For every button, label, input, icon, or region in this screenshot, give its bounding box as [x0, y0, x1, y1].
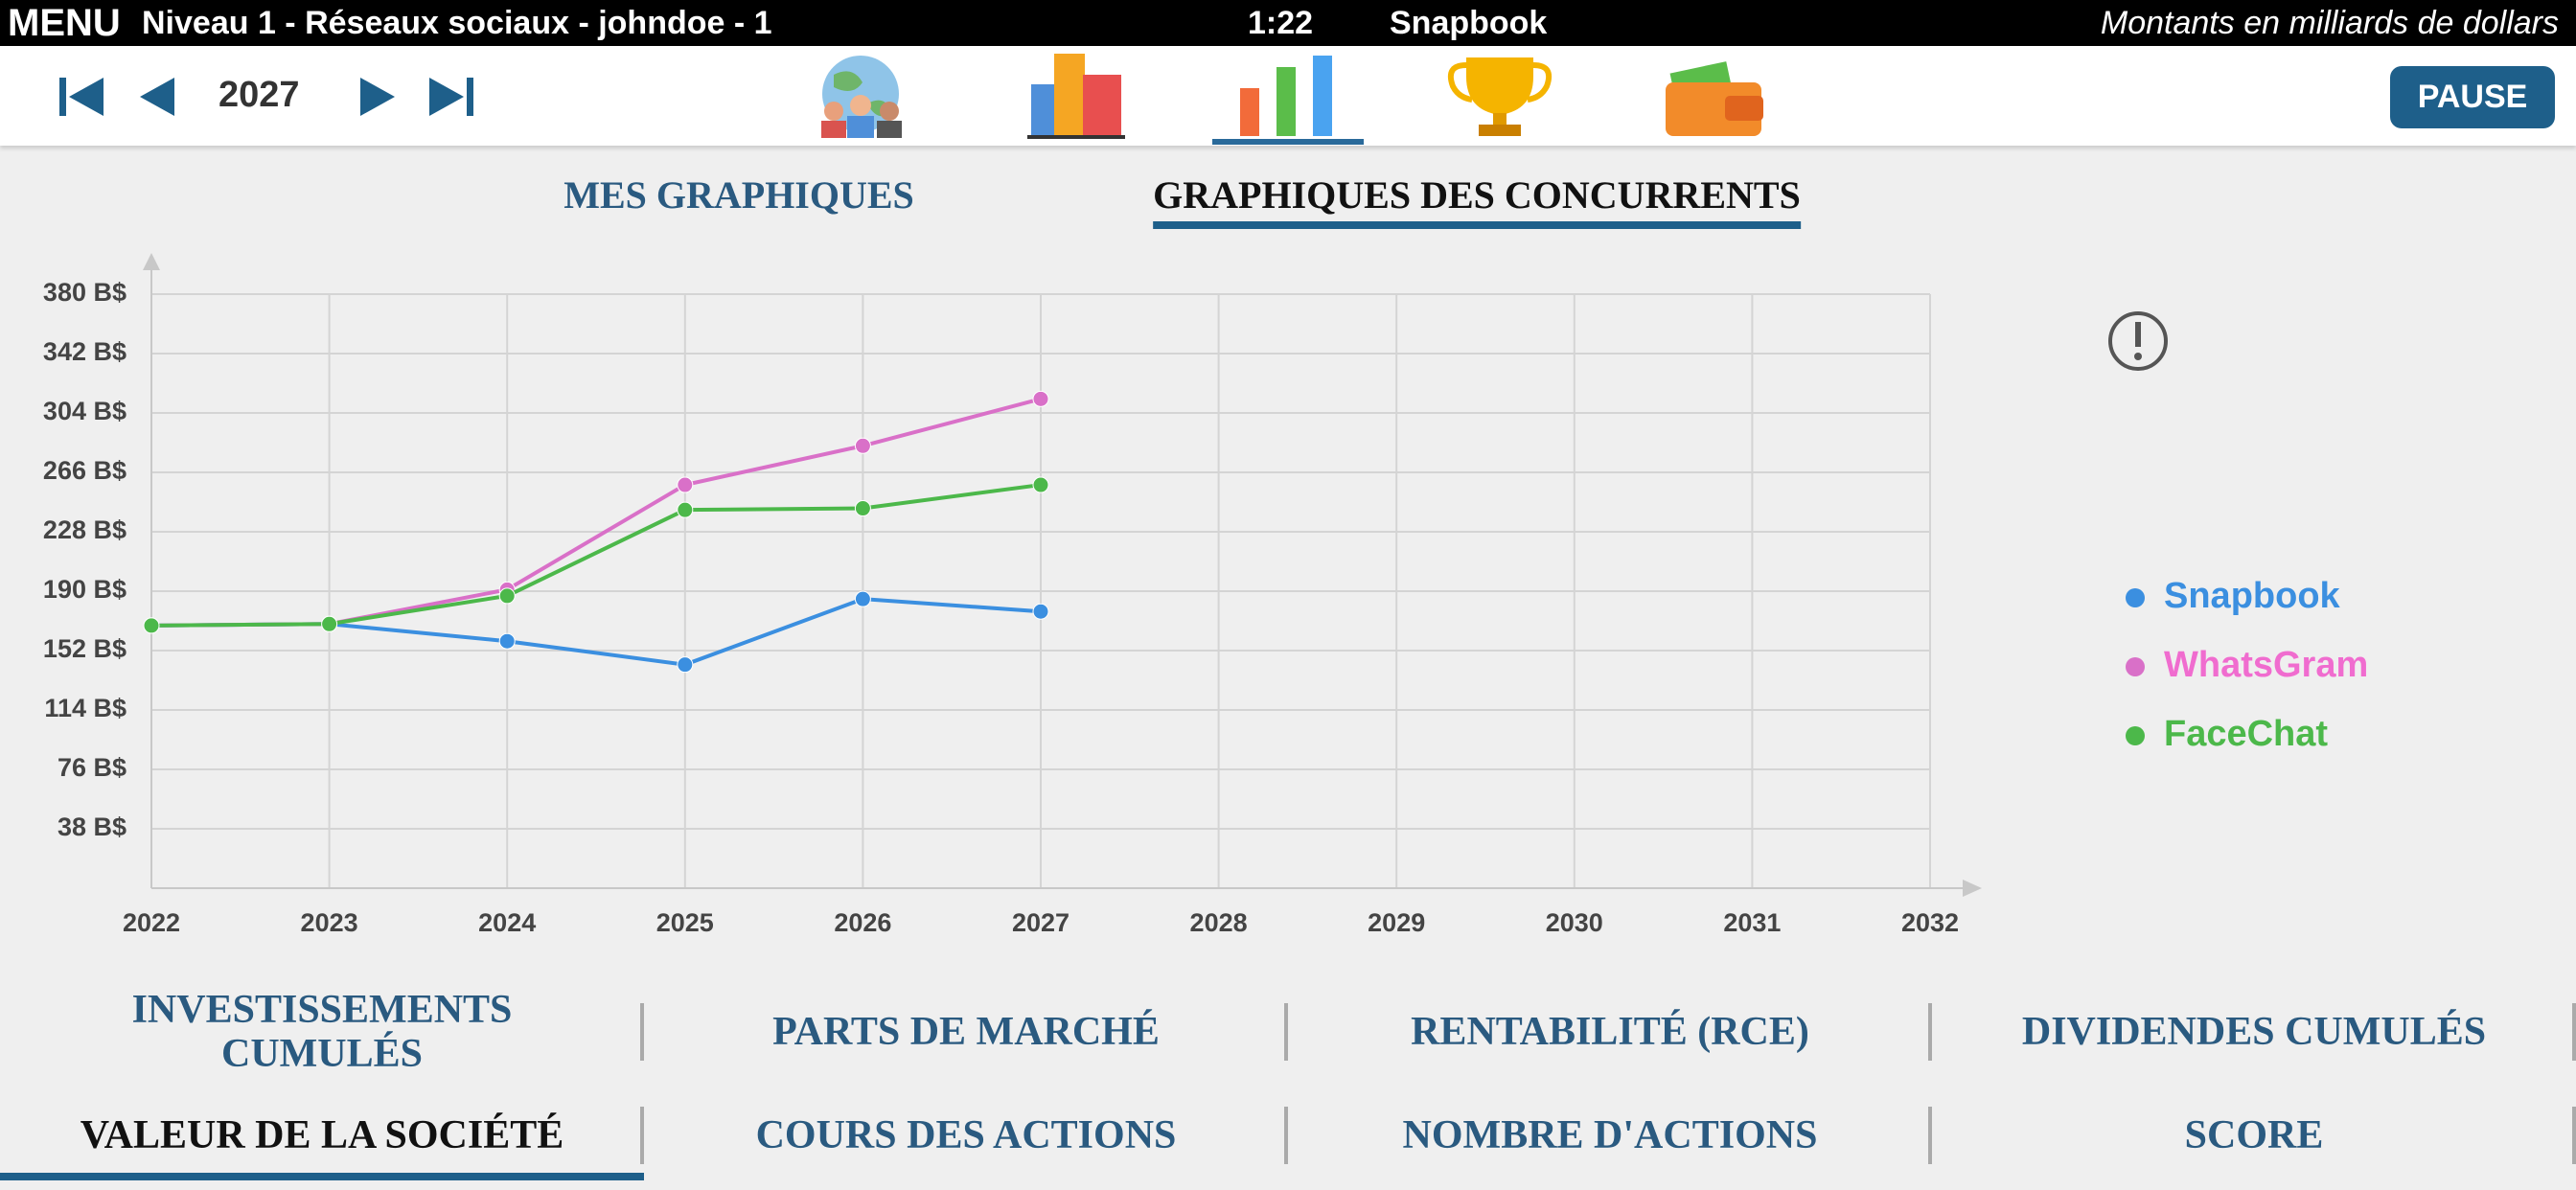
toolbar: 2027 PAUSE — [0, 46, 2576, 146]
chart: 38 B$ 76 B$ 114 B$ 152 B$ 190 B$ 228 B$ 266 B$… — [43, 253, 2368, 937]
warning-icon[interactable] — [2108, 311, 2168, 371]
timer: 1:22 — [1248, 5, 1314, 41]
legend-label: Snapbook — [2164, 576, 2341, 616]
x-tick-label: 2022 — [123, 908, 180, 937]
last-button[interactable] — [429, 78, 464, 116]
data-point — [854, 437, 871, 454]
nav-button[interactable]: RENTABILITÉ (RCE) — [1411, 1010, 1809, 1054]
legend-label: WhatsGram — [2164, 645, 2368, 685]
y-tick-label: 38 B$ — [58, 812, 126, 841]
nav-button[interactable]: NOMBRE D'ACTIONS — [1402, 1113, 1818, 1157]
separator — [640, 1107, 644, 1164]
active-underline — [0, 1173, 644, 1180]
data-point — [854, 590, 871, 607]
tab[interactable]: GRAPHIQUES DES CONCURRENTS — [1153, 172, 1801, 229]
y-tick-label: 228 B$ — [43, 515, 126, 544]
x-tick-label: 2030 — [1546, 908, 1603, 937]
legend-marker — [2126, 588, 2145, 607]
level-label: Niveau 1 - Réseaux sociaux - johndoe - 1 — [142, 5, 772, 41]
legend-marker — [2126, 726, 2145, 745]
y-tick-label: 342 B$ — [43, 337, 126, 366]
next-button[interactable] — [360, 78, 395, 116]
legend-marker — [2126, 657, 2145, 676]
first-button[interactable] — [59, 78, 66, 116]
x-tick-label: 2026 — [834, 908, 891, 937]
x-axis-arrow — [1963, 880, 1982, 897]
nav-button[interactable]: COURS DES ACTIONS — [755, 1113, 1177, 1157]
menu-button[interactable]: MENU — [8, 2, 121, 44]
y-tick-label: 380 B$ — [43, 278, 126, 307]
data-point — [143, 617, 160, 634]
data-point — [854, 500, 871, 517]
world-icon[interactable] — [821, 56, 902, 138]
data-point — [321, 615, 338, 632]
nav-button[interactable]: PARTS DE MARCHÉ — [772, 1010, 1160, 1054]
company-name: Snapbook — [1390, 5, 1548, 41]
nav-button[interactable]: INVESTISSEMENTS CUMULÉS — [131, 988, 513, 1076]
separator — [1284, 1003, 1288, 1061]
series-line — [150, 483, 1042, 628]
separator — [2572, 1107, 2576, 1164]
separator — [2572, 1003, 2576, 1061]
x-tick-label: 2031 — [1723, 908, 1781, 937]
y-tick-label: 114 B$ — [44, 694, 126, 722]
x-tick-label: 2027 — [1012, 908, 1070, 937]
y-tick-label: 76 B$ — [58, 753, 126, 782]
x-tick-label: 2028 — [1190, 908, 1248, 937]
data-point — [498, 632, 516, 650]
units-note: Montants en milliards de dollars — [2100, 5, 2559, 41]
x-tick-label: 2023 — [301, 908, 358, 937]
year-label: 2027 — [218, 75, 300, 115]
company-icon[interactable] — [1027, 54, 1125, 139]
data-point — [1032, 390, 1049, 407]
data-point — [677, 656, 694, 674]
separator — [640, 1003, 644, 1061]
y-tick-label: 266 B$ — [43, 456, 126, 485]
separator — [1928, 1107, 1932, 1164]
y-tick-label: 304 B$ — [43, 397, 126, 425]
charts-icon[interactable] — [1212, 56, 1364, 145]
data-point — [1032, 603, 1049, 620]
x-tick-label: 2032 — [1901, 908, 1959, 937]
wallet-icon[interactable] — [1666, 61, 1763, 136]
toolbar-icons — [59, 54, 1763, 145]
x-tick-label: 2029 — [1368, 908, 1425, 937]
nav-button[interactable]: DIVIDENDES CUMULÉS — [2021, 1010, 2487, 1054]
top-bar: MENU Niveau 1 - Réseaux sociaux - johndo… — [0, 0, 2576, 46]
nav-button[interactable]: SCORE — [2184, 1113, 2324, 1157]
prev-button[interactable] — [140, 78, 174, 116]
tab[interactable]: MES GRAPHIQUES — [564, 173, 914, 217]
data-point — [1032, 476, 1049, 493]
separator — [1928, 1003, 1932, 1061]
pause-button[interactable]: PAUSE — [2390, 66, 2555, 128]
y-tick-label: 190 B$ — [43, 575, 126, 604]
data-point — [677, 476, 694, 493]
x-tick-label: 2024 — [478, 908, 536, 937]
last-button[interactable] — [467, 78, 473, 116]
nav-button[interactable]: VALEUR DE LA SOCIÉTÉ — [80, 1113, 564, 1157]
legend-label: FaceChat — [2164, 714, 2328, 754]
y-axis-arrow — [143, 253, 160, 270]
y-tick-label: 152 B$ — [43, 634, 126, 663]
trophy-icon[interactable] — [1447, 57, 1552, 136]
series-line — [150, 597, 1042, 667]
data-point — [677, 501, 694, 518]
first-button[interactable] — [69, 78, 104, 116]
x-tick-label: 2025 — [656, 908, 714, 937]
separator — [1284, 1107, 1288, 1164]
data-point — [498, 587, 516, 605]
